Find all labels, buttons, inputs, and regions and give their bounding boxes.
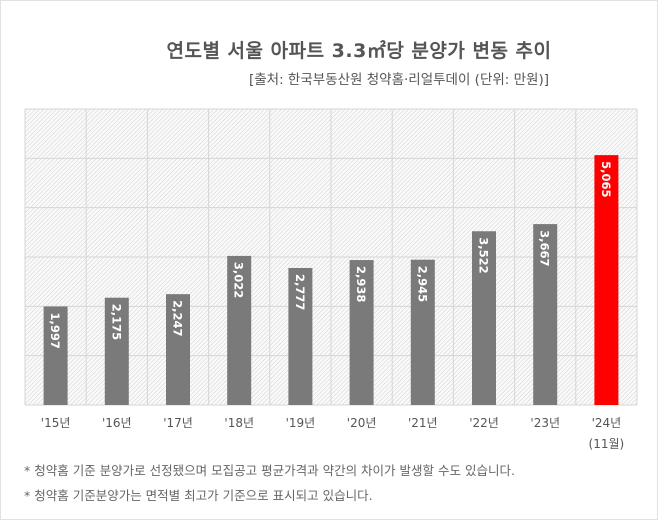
data-label: 2,777 <box>293 274 307 310</box>
bar <box>410 259 435 405</box>
data-label: 3,022 <box>232 262 246 298</box>
bar <box>472 231 496 405</box>
bar <box>166 294 190 405</box>
bar <box>533 224 558 405</box>
x-tick-label: '21년 <box>408 416 438 430</box>
data-label: 3,667 <box>538 230 552 266</box>
bar <box>349 260 374 405</box>
bar <box>43 306 68 405</box>
x-tick-label: '19년 <box>286 416 316 430</box>
chart-title: 연도별 서울 아파트 3.3㎡당 분양가 변동 추이 <box>166 40 552 62</box>
bar <box>104 297 129 405</box>
x-tick-label: '17년 <box>163 416 193 430</box>
x-tick-label: '20년 <box>347 416 377 430</box>
data-label: 2,175 <box>109 304 123 340</box>
x-tick-label: '22년 <box>469 416 499 430</box>
footnote-2: * 청약홈 기준분양가는 면적별 최고가 기준으로 표시되고 있습니다. <box>24 488 373 503</box>
x-tick-label: '16년 <box>102 416 132 430</box>
bar <box>227 255 252 405</box>
data-label: 2,247 <box>171 300 185 336</box>
chart-subtitle: [출처: 한국부동산원 청약홈·리얼투데이 (단위: 만원)] <box>248 72 550 88</box>
bar <box>288 268 313 405</box>
footnote-1: * 청약홈 기준 분양가로 선정됐으며 모집공고 평균가격과 약간의 차이가 발… <box>24 463 515 478</box>
data-label: 3,522 <box>477 237 491 273</box>
bar <box>594 155 619 405</box>
x-tick-label: '15년 <box>41 416 71 430</box>
x-tick-sublabel: (11월) <box>589 437 625 451</box>
x-tick-label: '18년 <box>224 416 254 430</box>
data-label: 5,065 <box>599 161 613 197</box>
x-tick-label: '24년 <box>592 416 622 430</box>
data-label: 2,938 <box>354 266 368 302</box>
data-label: 1,997 <box>48 312 62 348</box>
data-label: 2,945 <box>415 266 429 302</box>
x-tick-label: '23년 <box>530 416 560 430</box>
